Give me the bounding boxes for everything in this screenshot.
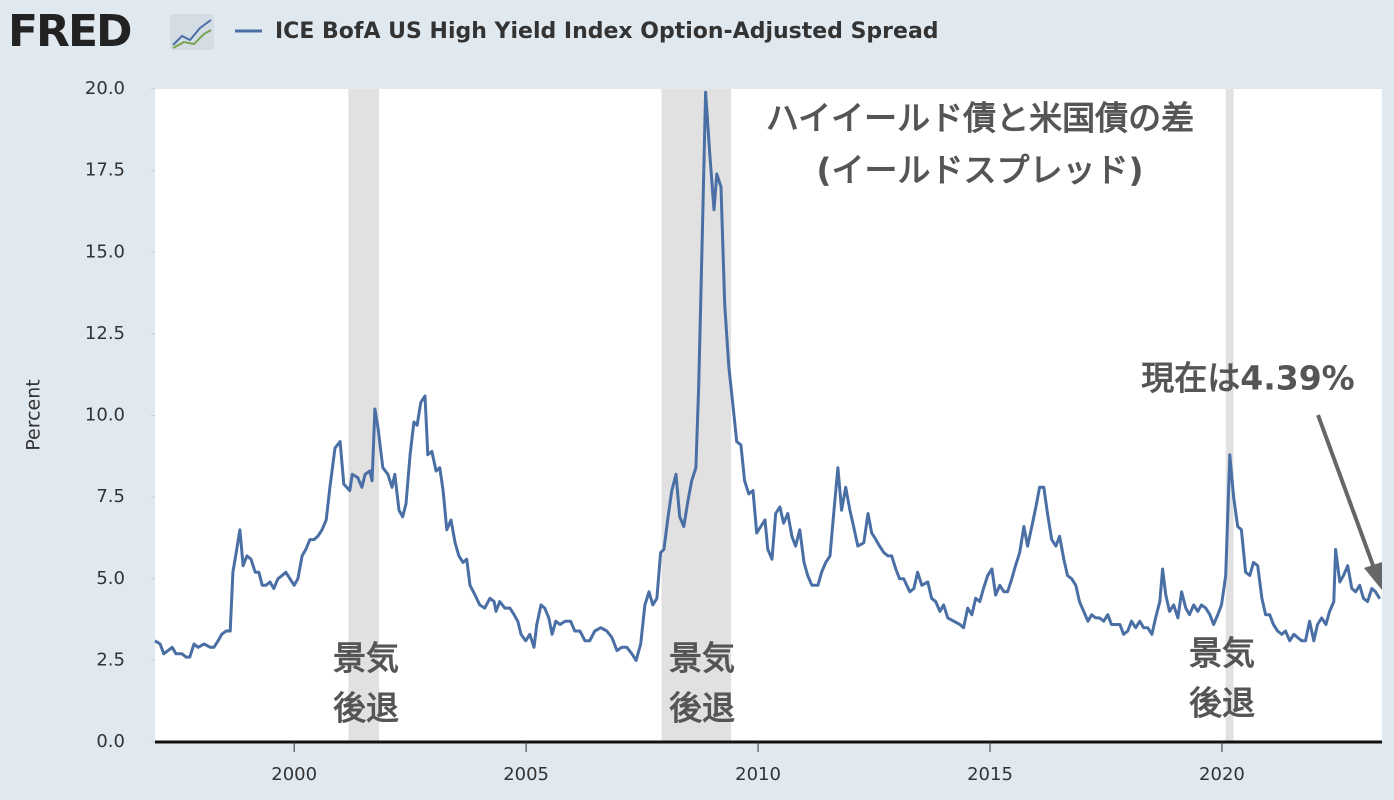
annotation: 後退 [669, 689, 735, 728]
x-tick-label: 2000 [271, 764, 317, 785]
annotation: 景気 [1189, 634, 1255, 673]
y-tick-label: 12.5 [85, 323, 125, 344]
logo-icon [170, 14, 214, 50]
series-line [154, 90, 1381, 662]
annotation: 後退 [1189, 684, 1255, 723]
y-tick-label: 20.0 [85, 78, 125, 99]
annotation: ハイイールド債と米国債の差 [766, 99, 1194, 138]
annotation: 景気 [333, 639, 399, 678]
x-tick-label: 2005 [503, 764, 549, 785]
y-tick-label: 7.5 [96, 486, 125, 507]
recession-band [1225, 89, 1234, 742]
y-tick-label: 2.5 [96, 649, 125, 670]
arrow [1316, 414, 1382, 590]
annotation: 後退 [333, 689, 399, 728]
x-tick-label: 2020 [1199, 764, 1245, 785]
y-tick-label: 5.0 [96, 568, 125, 589]
x-tick-label: 2015 [967, 764, 1013, 785]
y-axis-label: Percent [23, 379, 45, 451]
annotation: (イールドスプレッド) [816, 151, 1143, 190]
y-tick-label: 15.0 [85, 241, 125, 262]
logo: FRED [8, 6, 131, 57]
x-tick-label: 2010 [735, 764, 781, 785]
legend-label: ICE BofA US High Yield Index Option-Adju… [275, 19, 939, 44]
y-tick-label: 10.0 [85, 405, 125, 426]
annotation: 景気 [669, 639, 735, 678]
y-tick-label: 17.5 [85, 160, 125, 181]
annotation: 現在は4.39% [1141, 359, 1355, 398]
y-tick-label: 0.0 [96, 731, 125, 752]
